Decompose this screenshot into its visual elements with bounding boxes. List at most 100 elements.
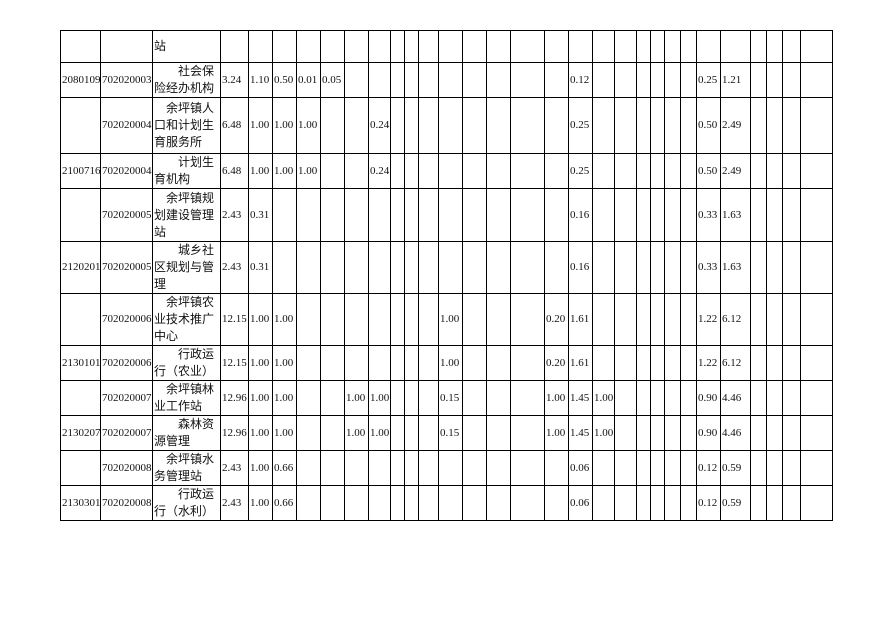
unit-name: 站 bbox=[152, 30, 221, 63]
amount-cell bbox=[680, 62, 697, 98]
amount-cell bbox=[782, 450, 801, 486]
amount-cell bbox=[750, 30, 767, 63]
amount-cell: 2.43 bbox=[220, 188, 249, 242]
amount-cell: 1.21 bbox=[720, 62, 751, 98]
unit-code: 702020005 bbox=[100, 241, 153, 294]
subject-code bbox=[60, 188, 101, 242]
amount-cell bbox=[418, 415, 439, 451]
unit-name: 计划生育机构 bbox=[152, 153, 221, 189]
amount-cell bbox=[636, 485, 651, 521]
amount-cell bbox=[486, 345, 511, 381]
amount-cell: 2.43 bbox=[220, 450, 249, 486]
amount-cell bbox=[368, 345, 391, 381]
unit-name: 余坪镇人口和计划生育服务所 bbox=[152, 97, 221, 154]
amount-cell bbox=[650, 241, 665, 294]
amount-cell bbox=[404, 293, 419, 346]
amount-cell: 6.12 bbox=[720, 345, 751, 381]
amount-cell bbox=[680, 97, 697, 154]
amount-cell: 0.20 bbox=[544, 293, 569, 346]
amount-cell bbox=[404, 415, 419, 451]
amount-cell bbox=[486, 97, 511, 154]
amount-cell bbox=[680, 293, 697, 346]
amount-cell bbox=[750, 97, 767, 154]
amount-cell bbox=[782, 415, 801, 451]
amount-cell bbox=[664, 241, 681, 294]
amount-cell bbox=[462, 30, 487, 63]
amount-cell bbox=[320, 293, 345, 346]
amount-cell bbox=[404, 485, 419, 521]
amount-cell: 1.10 bbox=[248, 62, 273, 98]
amount-cell: 1.00 bbox=[296, 97, 321, 154]
amount-cell bbox=[510, 485, 545, 521]
amount-cell bbox=[664, 415, 681, 451]
amount-cell bbox=[636, 380, 651, 416]
amount-cell bbox=[592, 241, 615, 294]
amount-cell: 0.16 bbox=[568, 241, 593, 294]
amount-cell bbox=[390, 62, 405, 98]
amount-cell bbox=[320, 345, 345, 381]
amount-cell bbox=[462, 153, 487, 189]
amount-cell bbox=[404, 241, 419, 294]
amount-cell bbox=[344, 293, 369, 346]
unit-code: 702020006 bbox=[100, 293, 153, 346]
amount-cell bbox=[720, 30, 751, 63]
amount-cell: 1.00 bbox=[544, 415, 569, 451]
amount-cell bbox=[664, 153, 681, 189]
amount-cell bbox=[390, 485, 405, 521]
unit-code: 702020007 bbox=[100, 415, 153, 451]
amount-cell: 4.46 bbox=[720, 415, 751, 451]
amount-cell bbox=[800, 450, 833, 486]
amount-cell bbox=[462, 345, 487, 381]
amount-cell: 12.96 bbox=[220, 380, 249, 416]
amount-cell bbox=[680, 345, 697, 381]
unit-name: 余坪镇林业工作站 bbox=[152, 380, 221, 416]
amount-cell bbox=[680, 153, 697, 189]
amount-cell: 0.66 bbox=[272, 450, 297, 486]
amount-cell bbox=[568, 30, 593, 63]
amount-cell bbox=[438, 153, 463, 189]
amount-cell bbox=[680, 380, 697, 416]
amount-cell bbox=[766, 62, 783, 98]
amount-cell: 12.96 bbox=[220, 415, 249, 451]
subject-code bbox=[60, 293, 101, 346]
amount-cell bbox=[404, 188, 419, 242]
amount-cell: 1.00 bbox=[248, 485, 273, 521]
amount-cell bbox=[766, 241, 783, 294]
table-row: 2130301 702020008 行政运行（水利） 2.43 1.00 0.66 0.06… bbox=[60, 485, 833, 521]
amount-cell bbox=[636, 97, 651, 154]
amount-cell: 0.25 bbox=[568, 97, 593, 154]
amount-cell bbox=[614, 345, 637, 381]
amount-cell bbox=[390, 188, 405, 242]
amount-cell bbox=[390, 345, 405, 381]
amount-cell bbox=[650, 450, 665, 486]
amount-cell: 12.15 bbox=[220, 345, 249, 381]
amount-cell: 0.90 bbox=[696, 415, 721, 451]
amount-cell bbox=[486, 380, 511, 416]
amount-cell: 0.12 bbox=[696, 485, 721, 521]
subject-code bbox=[60, 97, 101, 154]
amount-cell bbox=[418, 485, 439, 521]
amount-cell bbox=[750, 188, 767, 242]
amount-cell bbox=[614, 153, 637, 189]
amount-cell bbox=[418, 97, 439, 154]
amount-cell bbox=[462, 450, 487, 486]
amount-cell bbox=[404, 345, 419, 381]
amount-cell bbox=[650, 30, 665, 63]
amount-cell: 0.01 bbox=[296, 62, 321, 98]
amount-cell bbox=[750, 450, 767, 486]
amount-cell bbox=[800, 62, 833, 98]
amount-cell bbox=[800, 241, 833, 294]
amount-cell bbox=[510, 153, 545, 189]
amount-cell: 1.00 bbox=[592, 380, 615, 416]
budget-table: 站 2080109 702020003 社会保险经办机构 3.24 1.10 0.50 0.0… bbox=[60, 30, 833, 521]
amount-cell bbox=[462, 97, 487, 154]
table-row: 702020005 余坪镇规划建设管理站 2.43 0.31 0.16 0.33 1.63 bbox=[60, 188, 833, 242]
amount-cell: 1.22 bbox=[696, 345, 721, 381]
amount-cell: 1.00 bbox=[248, 345, 273, 381]
table-row: 2120201 702020005 城乡社区规划与管理 2.43 0.31 0.16 0.3… bbox=[60, 241, 833, 294]
amount-cell bbox=[614, 97, 637, 154]
amount-cell: 1.00 bbox=[272, 380, 297, 416]
amount-cell bbox=[750, 153, 767, 189]
unit-name: 余坪镇水务管理站 bbox=[152, 450, 221, 486]
amount-cell bbox=[800, 485, 833, 521]
